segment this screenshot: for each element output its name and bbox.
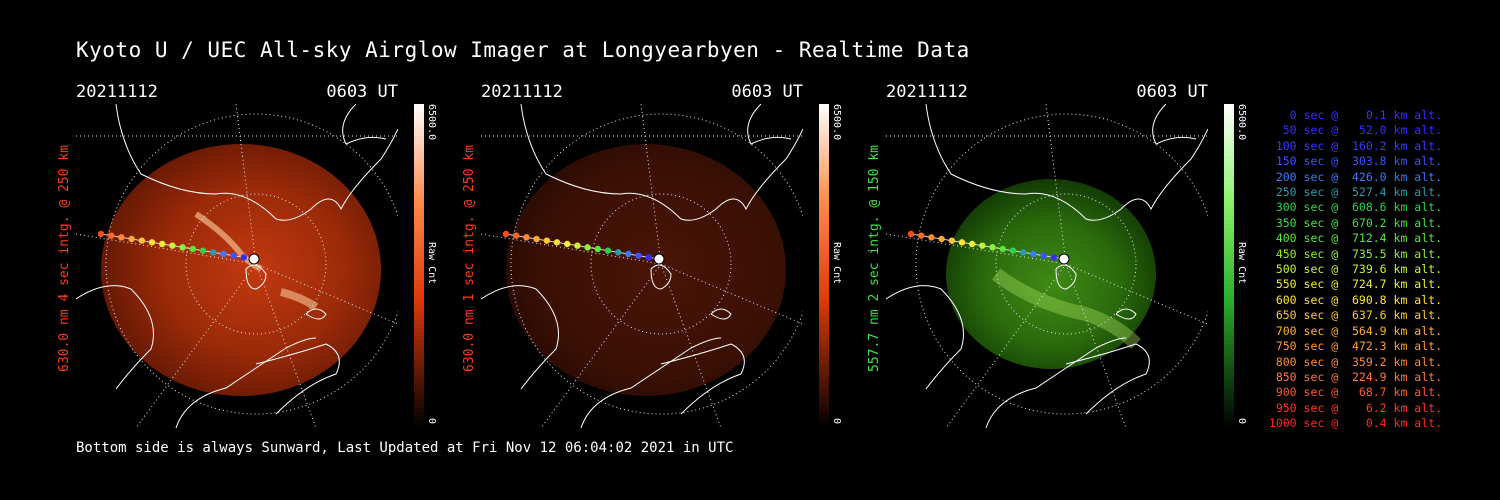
trajectory-point	[604, 247, 612, 254]
trajectory-point	[220, 250, 227, 258]
allsky-image	[481, 104, 803, 428]
trajectory-point	[248, 253, 260, 265]
trajectory-point	[999, 245, 1006, 253]
legend-entry: 1000 sec @ 0.4 km alt.	[1268, 416, 1442, 431]
trajectory-line	[505, 233, 660, 260]
trajectory-point	[189, 245, 196, 253]
trajectory-point	[523, 234, 530, 241]
legend-entry: 650 sec @ 637.6 km alt.	[1268, 308, 1442, 323]
trajectory-point	[1050, 254, 1057, 261]
panel-time: 0603 UT	[326, 82, 398, 102]
legend-entry: 350 sec @ 670.2 km alt.	[1268, 215, 1442, 230]
trajectory-point	[148, 239, 156, 246]
colorbar	[414, 104, 424, 428]
allsky-image	[76, 104, 398, 428]
trajectory-point	[210, 249, 217, 256]
legend-entry: 950 sec @ 6.2 km alt.	[1268, 400, 1442, 415]
trajectory-point	[625, 250, 632, 258]
trajectory-point	[240, 254, 247, 261]
trajectory-point	[1030, 250, 1037, 258]
trajectory-point	[502, 230, 510, 238]
trajectory-point	[118, 234, 125, 241]
panel-5577-2s: 20211112 0603 UT	[886, 82, 1208, 428]
colorbar-max: 6500.0	[426, 104, 437, 141]
trajectory-point	[564, 240, 571, 248]
panel-ylabel: 630.0 nm 1 sec intg. @ 250 km	[462, 145, 477, 372]
panel-date: 20211112	[481, 82, 563, 102]
trajectory-point	[1020, 249, 1027, 256]
trajectory-point	[543, 237, 550, 244]
trajectory-point	[128, 235, 135, 243]
colorbar-label: Raw Cnt	[426, 242, 437, 285]
panel-ylabel: 630.0 nm 4 sec intg. @ 250 km	[57, 145, 72, 372]
panel-ylabel: 557.7 nm 2 sec intg. @ 150 km	[867, 145, 882, 372]
trajectory-point	[574, 242, 581, 249]
legend-entry: 750 sec @ 472.3 km alt.	[1268, 339, 1442, 354]
panel-date: 20211112	[886, 82, 968, 102]
footer-note: Bottom side is always Sunward, Last Upda…	[76, 440, 734, 456]
trajectory-point	[938, 235, 945, 243]
trajectory-point	[159, 240, 166, 248]
legend-entry: 900 sec @ 68.7 km alt.	[1268, 385, 1442, 400]
trajectory-point	[169, 242, 176, 249]
trajectory-legend: 0 sec @ 0.1 km alt. 50 sec @ 52.0 km alt…	[1242, 108, 1442, 432]
trajectory-point	[584, 244, 591, 251]
legend-entry: 800 sec @ 359.2 km alt.	[1268, 354, 1442, 369]
trajectory-line	[100, 233, 255, 260]
trajectory-point	[989, 244, 996, 251]
page-title: Kyoto U / UEC All-sky Airglow Imager at …	[76, 38, 970, 62]
legend-entry: 550 sec @ 724.7 km alt.	[1268, 277, 1442, 292]
legend-entry: 0 sec @ 0.1 km alt.	[1268, 108, 1442, 122]
trajectory-point	[179, 244, 186, 251]
legend-entry: 200 sec @ 426.0 km alt.	[1268, 169, 1442, 184]
trajectory-point	[230, 252, 237, 259]
trajectory-line	[910, 233, 1065, 260]
trajectory-point	[635, 252, 642, 259]
trajectory-point	[958, 239, 966, 246]
colorbar	[1224, 104, 1234, 428]
colorbar	[819, 104, 829, 428]
panel-time: 0603 UT	[731, 82, 803, 102]
legend-entry: 850 sec @ 224.9 km alt.	[1268, 369, 1442, 384]
colorbar-label: Raw Cnt	[831, 242, 842, 285]
trajectory-point	[108, 232, 115, 239]
trajectory-point	[1058, 253, 1070, 265]
trajectory-point	[594, 245, 601, 253]
panel-630-1s: 20211112 0603 UT	[481, 82, 803, 428]
allsky-image	[886, 104, 1208, 428]
trajectory-point	[979, 242, 986, 249]
trajectory-point	[948, 237, 955, 244]
trajectory-point	[138, 237, 145, 244]
legend-entry: 400 sec @ 712.4 km alt.	[1268, 231, 1442, 246]
trajectory-point	[907, 230, 915, 238]
trajectory-point	[533, 235, 540, 243]
trajectory-point	[653, 253, 665, 265]
legend-entry: 500 sec @ 739.6 km alt.	[1268, 262, 1442, 277]
trajectory-point	[513, 232, 520, 239]
trajectory-point	[1040, 252, 1047, 259]
legend-entry: 600 sec @ 690.8 km alt.	[1268, 292, 1442, 307]
legend-entry: 450 sec @ 735.5 km alt.	[1268, 246, 1442, 261]
trajectory-point	[928, 234, 935, 241]
colorbar-min: 0	[831, 418, 842, 425]
colorbar-max: 6500.0	[831, 104, 842, 141]
trajectory-point	[918, 232, 925, 239]
trajectory-point	[553, 239, 561, 246]
legend-entry: 100 sec @ 160.2 km alt.	[1268, 138, 1442, 153]
legend-entry: 250 sec @ 527.4 km alt.	[1268, 185, 1442, 200]
legend-entry: 50 sec @ 52.0 km alt.	[1268, 123, 1442, 138]
trajectory-point	[645, 254, 652, 261]
legend-entry: 700 sec @ 564.9 km alt.	[1268, 323, 1442, 338]
panel-time: 0603 UT	[1136, 82, 1208, 102]
trajectory-point	[615, 249, 622, 256]
trajectory-point	[97, 230, 105, 238]
colorbar-min: 0	[426, 418, 437, 425]
panel-date: 20211112	[76, 82, 158, 102]
legend-entry: 150 sec @ 303.8 km alt.	[1268, 154, 1442, 169]
legend-entry: 300 sec @ 608.6 km alt.	[1268, 200, 1442, 215]
trajectory-point	[969, 240, 976, 248]
trajectory-point	[199, 247, 207, 254]
panel-630-4s: 20211112 0603 UT	[76, 82, 398, 428]
trajectory-point	[1009, 247, 1017, 254]
